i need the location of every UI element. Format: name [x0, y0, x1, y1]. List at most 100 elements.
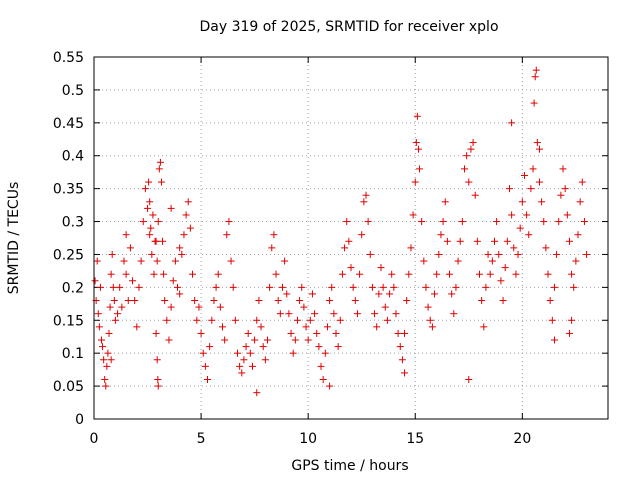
data-point	[204, 376, 212, 384]
data-point	[111, 316, 119, 324]
data-point	[532, 66, 540, 74]
data-point	[159, 237, 167, 245]
data-point	[392, 310, 400, 318]
data-point	[529, 165, 537, 173]
data-point	[420, 257, 428, 265]
data-point	[238, 369, 246, 377]
data-point	[471, 191, 479, 199]
data-point	[116, 283, 124, 291]
data-point	[191, 297, 199, 305]
data-point	[403, 297, 411, 305]
x-tick-label: 0	[90, 431, 99, 447]
data-point	[149, 211, 157, 219]
data-point	[145, 178, 153, 186]
data-point	[405, 270, 413, 278]
data-point	[332, 329, 340, 337]
x-axis-label: GPS time / hours	[291, 458, 408, 474]
data-point	[253, 316, 261, 324]
data-point	[345, 237, 353, 245]
data-point	[424, 303, 432, 311]
data-point	[298, 283, 306, 291]
data-point	[160, 270, 168, 278]
data-point	[229, 283, 237, 291]
data-point	[503, 237, 511, 245]
data-point	[283, 290, 291, 298]
data-point	[99, 343, 107, 351]
data-point	[221, 336, 229, 344]
data-point	[495, 250, 503, 258]
data-point	[375, 290, 383, 298]
data-point	[201, 362, 209, 370]
data-point	[326, 382, 334, 390]
data-point	[458, 218, 466, 226]
data-point	[216, 303, 224, 311]
data-point	[107, 356, 115, 364]
data-point	[452, 283, 460, 291]
data-point	[319, 376, 327, 384]
data-point	[255, 297, 263, 305]
data-point	[186, 224, 194, 232]
data-point	[270, 231, 278, 239]
data-point	[176, 244, 184, 252]
data-point	[102, 382, 110, 390]
data-point	[550, 336, 558, 344]
data-point	[180, 231, 188, 239]
data-point	[518, 198, 526, 206]
data-point	[184, 198, 192, 206]
data-point	[144, 204, 152, 212]
data-point	[439, 218, 447, 226]
data-point	[542, 244, 550, 252]
data-point	[122, 231, 130, 239]
data-point	[103, 362, 111, 370]
data-point	[108, 250, 116, 258]
data-point	[304, 336, 312, 344]
data-point	[199, 349, 207, 357]
data-point	[126, 244, 134, 252]
data-point	[368, 283, 376, 291]
data-point	[525, 231, 533, 239]
data-point	[428, 323, 436, 331]
data-point	[493, 218, 501, 226]
data-point	[446, 270, 454, 278]
data-point	[514, 250, 522, 258]
data-point	[302, 323, 310, 331]
data-point	[557, 191, 565, 199]
data-point	[364, 218, 372, 226]
data-point	[523, 211, 531, 219]
data-point	[555, 218, 563, 226]
data-point	[501, 264, 509, 272]
data-point	[167, 303, 175, 311]
data-point	[505, 185, 513, 193]
data-point	[416, 165, 424, 173]
data-point	[544, 270, 552, 278]
data-point	[157, 178, 165, 186]
data-point	[422, 283, 430, 291]
data-point	[565, 237, 573, 245]
data-point	[328, 283, 336, 291]
data-point	[465, 178, 473, 186]
data-point	[178, 250, 186, 258]
data-point	[530, 99, 538, 107]
data-point	[315, 343, 323, 351]
data-point	[97, 336, 105, 344]
data-point	[448, 290, 456, 298]
y-tick-label: 0.4	[62, 149, 84, 165]
data-point	[343, 218, 351, 226]
data-point	[233, 349, 241, 357]
data-point	[508, 119, 516, 127]
data-point	[478, 297, 486, 305]
data-point	[240, 356, 248, 364]
data-point	[151, 237, 159, 245]
y-tick-label: 0.5	[62, 83, 84, 99]
data-point	[223, 231, 231, 239]
data-point	[469, 139, 477, 147]
data-point	[531, 73, 539, 81]
data-point	[360, 198, 368, 206]
data-point	[341, 244, 349, 252]
data-point	[394, 329, 402, 337]
data-point	[431, 290, 439, 298]
data-point	[225, 218, 233, 226]
x-tick-label: 15	[406, 431, 424, 447]
data-point	[467, 145, 475, 153]
